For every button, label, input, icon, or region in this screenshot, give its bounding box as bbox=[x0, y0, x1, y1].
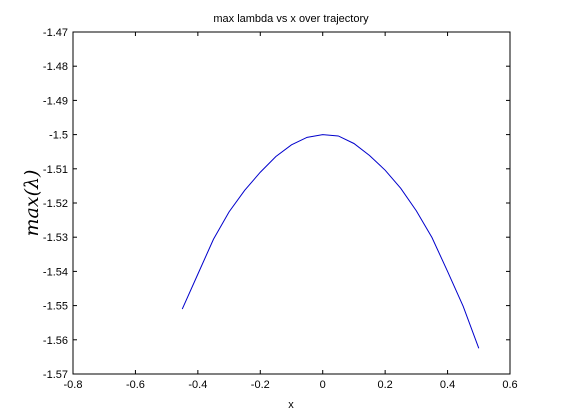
y-tick-label: -1.54 bbox=[43, 266, 68, 278]
y-tick-label: -1.5 bbox=[49, 130, 68, 142]
y-tick-label: -1.48 bbox=[43, 61, 68, 73]
chart-title: max lambda vs x over trajectory bbox=[213, 13, 369, 25]
y-tick-label: -1.53 bbox=[43, 232, 68, 244]
x-tick-label: 0.4 bbox=[440, 379, 455, 391]
x-tick-label: 0 bbox=[320, 379, 326, 391]
x-axis: -0.8 -0.6 -0.4 -0.2 0 0.2 0.4 0.6 bbox=[64, 32, 518, 391]
x-tick-label: -0.8 bbox=[64, 379, 83, 391]
y-axis-label: max(λ) bbox=[21, 170, 43, 237]
y-tick-label: -1.57 bbox=[43, 369, 68, 381]
y-tick-label: -1.49 bbox=[43, 95, 68, 107]
y-tick-label: -1.51 bbox=[43, 164, 68, 176]
plot-area bbox=[72, 31, 511, 375]
x-tick-label: 0.6 bbox=[502, 379, 517, 391]
x-tick-label: 0.2 bbox=[377, 379, 392, 391]
y-tick-label: -1.55 bbox=[43, 301, 68, 313]
series-layer bbox=[181, 134, 480, 349]
x-tick-label: -0.6 bbox=[126, 379, 145, 391]
series-line bbox=[181, 134, 480, 349]
y-tick-label: -1.56 bbox=[43, 335, 68, 347]
y-tick-label: -1.47 bbox=[43, 27, 68, 39]
y-tick-label: -1.52 bbox=[43, 198, 68, 210]
y-axis: -1.47 -1.48 -1.49 -1.5 -1.51 -1.52 -1.53 -1.54 -… bbox=[43, 27, 510, 381]
x-tick-label: -0.4 bbox=[188, 379, 207, 391]
x-tick-label: -0.2 bbox=[251, 379, 270, 391]
x-axis-label: x bbox=[288, 399, 294, 411]
